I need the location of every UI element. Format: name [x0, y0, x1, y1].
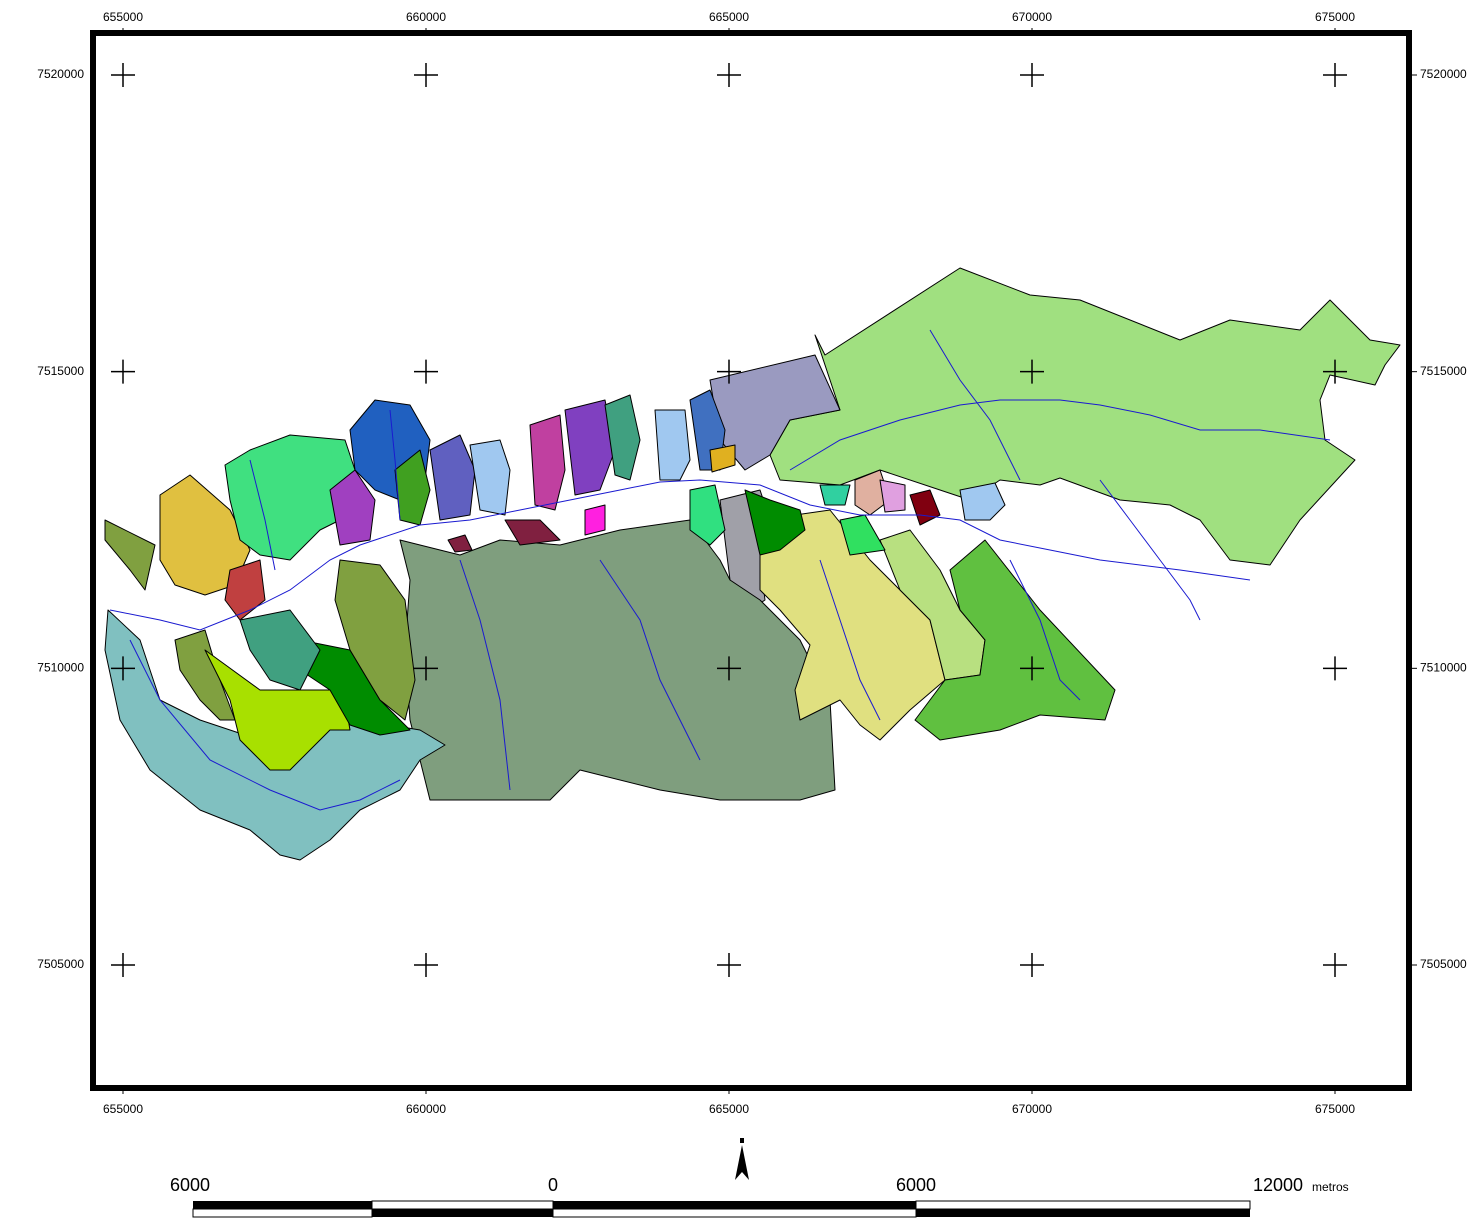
x-tick-label: 675000	[1315, 10, 1355, 24]
scale-segment	[553, 1201, 916, 1209]
map-page: 6000 0 6000 12000 metros 655000 655000 660…	[0, 0, 1484, 1221]
scale-bar: 6000 0 6000 12000 metros	[170, 1175, 1349, 1217]
y-tick-label: 7515000	[1420, 364, 1467, 378]
scale-segment	[916, 1201, 1250, 1209]
scale-label: 6000	[170, 1175, 210, 1195]
north-arrow	[735, 1138, 749, 1180]
basin	[655, 410, 690, 480]
north-arrow-shape	[735, 1145, 749, 1180]
basin	[585, 505, 605, 535]
scale-segment	[193, 1209, 372, 1217]
y-tick-label: 7505000	[37, 957, 84, 971]
y-tick-label: 7520000	[37, 67, 84, 81]
scale-segment	[553, 1209, 916, 1217]
scale-segment	[372, 1209, 553, 1217]
x-tick-label: 670000	[1012, 1102, 1052, 1116]
x-tick-label: 665000	[709, 1102, 749, 1116]
y-tick-label: 7515000	[37, 364, 84, 378]
scale-segment	[372, 1201, 553, 1209]
y-tick-label: 7510000	[1420, 661, 1467, 675]
basin	[820, 485, 850, 505]
x-tick-label: 670000	[1012, 10, 1052, 24]
y-tick-label: 7510000	[37, 661, 84, 675]
x-tick-label: 655000	[103, 1102, 143, 1116]
scale-label: 0	[548, 1175, 558, 1195]
scale-label: 6000	[896, 1175, 936, 1195]
x-tick-label: 660000	[406, 1102, 446, 1116]
x-tick-label: 675000	[1315, 1102, 1355, 1116]
x-tick-label: 660000	[406, 10, 446, 24]
scale-segment	[193, 1201, 372, 1209]
x-tick-label: 655000	[103, 10, 143, 24]
basin	[880, 480, 905, 512]
y-tick-label: 7520000	[1420, 67, 1467, 81]
north-arrow-tip	[740, 1138, 744, 1143]
scale-unit: metros	[1312, 1180, 1349, 1194]
y-tick-label: 7505000	[1420, 957, 1467, 971]
x-tick-label: 665000	[709, 10, 749, 24]
scale-segment	[916, 1209, 1250, 1217]
scale-label: 12000	[1253, 1175, 1303, 1195]
